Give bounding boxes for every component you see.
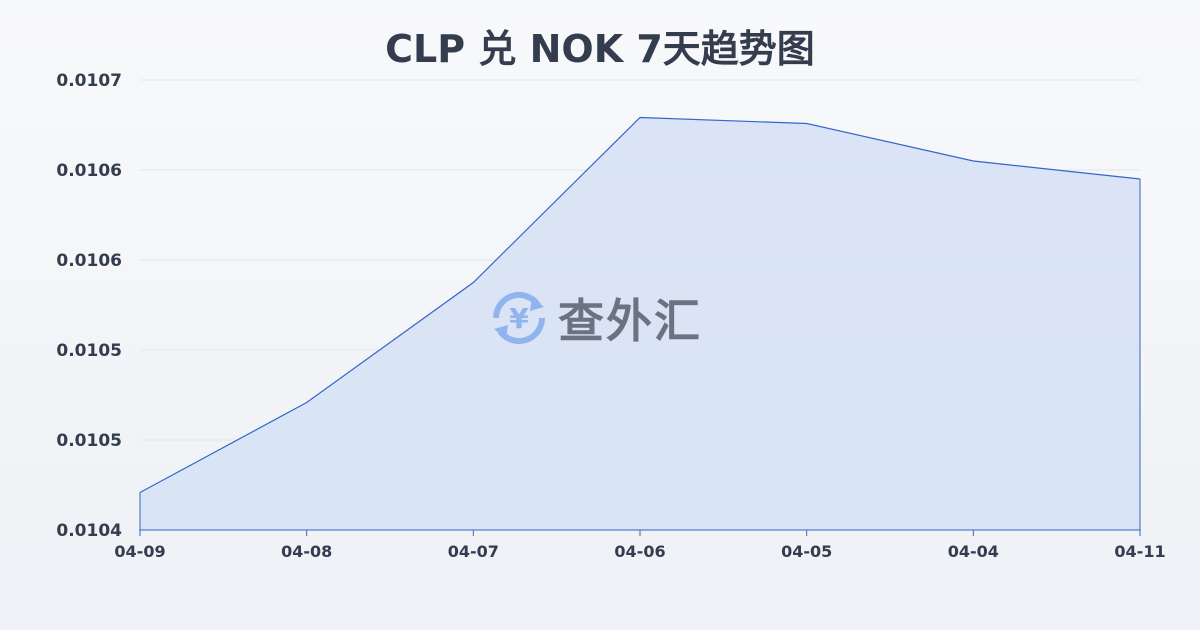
area-fill xyxy=(140,117,1140,530)
x-tick-label: 04-04 xyxy=(948,542,999,561)
y-tick-label: 0.0105 xyxy=(56,431,122,451)
y-tick-label: 0.0106 xyxy=(56,251,122,271)
x-tick-label: 04-08 xyxy=(281,542,332,561)
watermark-text: 查外汇 xyxy=(558,294,702,348)
data-point xyxy=(139,492,141,493)
data-point xyxy=(639,117,641,118)
y-tick-label: 0.0107 xyxy=(56,71,122,91)
watermark: ¥ 查外汇 xyxy=(488,285,702,351)
x-tick-label: 04-07 xyxy=(448,542,499,561)
yen-exchange-icon: ¥ xyxy=(492,291,546,345)
data-point xyxy=(972,160,974,162)
x-tick-label: 04-11 xyxy=(1114,542,1165,561)
x-tick-label: 04-09 xyxy=(114,542,165,561)
chart-title: CLP 兑 NOK 7天趋势图 xyxy=(385,27,815,71)
data-point xyxy=(306,402,308,403)
y-tick-label: 0.0104 xyxy=(56,521,122,541)
data-point xyxy=(1139,178,1141,180)
data-point xyxy=(472,282,474,283)
x-tick-label: 04-05 xyxy=(781,542,832,561)
y-tick-label: 0.0106 xyxy=(56,161,122,181)
data-point xyxy=(806,123,808,124)
x-tick-label: 04-06 xyxy=(614,542,665,561)
y-tick-label: 0.0105 xyxy=(56,341,122,361)
svg-text:¥: ¥ xyxy=(509,302,529,335)
